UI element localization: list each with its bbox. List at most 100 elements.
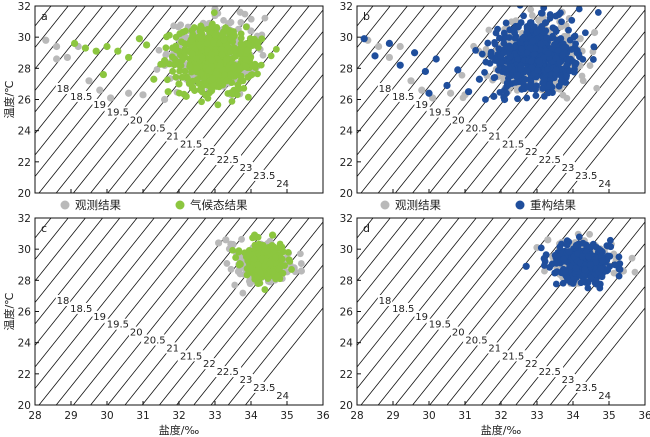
- data-point: [443, 81, 451, 90]
- data-point: [96, 86, 104, 94]
- data-point: [540, 254, 548, 263]
- data-point: [541, 267, 548, 275]
- data-point: [266, 259, 274, 267]
- data-point: [544, 49, 552, 57]
- data-point: [247, 15, 255, 23]
- data-point: [254, 70, 261, 78]
- data-point: [242, 23, 250, 31]
- isopycnal-line: [35, 6, 104, 92]
- isopycnal-line: [35, 218, 155, 368]
- isopycnal-label: 20.5: [143, 124, 165, 135]
- data-point: [261, 14, 269, 22]
- data-point: [237, 72, 245, 80]
- legend-label: 观测结果: [395, 198, 441, 212]
- data-point: [563, 241, 571, 249]
- isopycnal-line: [498, 221, 645, 405]
- x-tick-label: 28: [350, 410, 363, 422]
- isopycnal-label: 23: [562, 163, 575, 174]
- data-point: [523, 49, 531, 57]
- data-point: [526, 19, 534, 26]
- data-point: [550, 41, 558, 48]
- data-point: [502, 19, 510, 27]
- data-point: [475, 75, 483, 83]
- y-axis-label: 温度/℃: [2, 292, 16, 330]
- data-point: [259, 51, 267, 59]
- isopycnal-label: 22.5: [539, 155, 561, 166]
- isopycnal-line: [19, 145, 259, 437]
- isopycnal-label: 19: [93, 312, 106, 323]
- data-point: [213, 24, 221, 31]
- y-tick-label: 32: [18, 1, 31, 13]
- isopycnal-line: [377, 218, 529, 405]
- data-point: [582, 241, 590, 249]
- isopycnal-label: 23: [562, 375, 575, 386]
- isopycnal-label: 22.5: [217, 367, 239, 378]
- isopycnal-label: 18: [379, 84, 392, 95]
- isopycnal-lines: [35, 218, 323, 405]
- legend-label: 气候态结果: [190, 198, 248, 212]
- isopycnal-line: [35, 6, 138, 135]
- data-point: [512, 72, 520, 80]
- data-point: [538, 22, 546, 30]
- isopycnal-line: [158, 218, 310, 405]
- data-point: [244, 73, 252, 81]
- data-point: [574, 46, 581, 54]
- y-tick-label: 30: [340, 244, 353, 256]
- data-point: [171, 61, 178, 69]
- isopycnal-label: 18.5: [392, 92, 414, 103]
- data-point: [139, 91, 147, 99]
- data-point: [237, 40, 245, 48]
- isopycnal-line: [124, 218, 276, 405]
- data-point: [187, 36, 195, 44]
- data-point: [556, 243, 564, 251]
- data-point: [597, 265, 605, 273]
- data-point: [492, 29, 500, 37]
- isopycnal-label: 23.5: [253, 383, 275, 394]
- x-tick-label: 33: [208, 410, 221, 422]
- data-point: [552, 280, 560, 288]
- data-point: [572, 264, 580, 272]
- data-point: [500, 49, 508, 57]
- data-point: [279, 269, 287, 277]
- data-point: [204, 26, 211, 33]
- data-point: [575, 6, 583, 13]
- isopycnal-label: 18: [57, 84, 70, 95]
- data-point: [135, 35, 143, 43]
- data-point: [248, 42, 256, 50]
- data-point: [103, 42, 111, 51]
- x-tick-label: 32: [172, 410, 185, 422]
- x-tick-label: 32: [494, 410, 507, 422]
- isopycnal-line: [35, 218, 104, 304]
- isopycnal-line: [357, 218, 477, 368]
- data-point: [211, 32, 219, 40]
- data-point: [523, 94, 531, 102]
- data-point: [229, 38, 237, 46]
- y-tick-label: 32: [18, 213, 31, 225]
- isopycnal-line: [244, 95, 323, 193]
- data-point: [258, 35, 266, 43]
- data-point: [272, 45, 280, 53]
- data-point: [251, 231, 259, 239]
- data-point: [514, 95, 521, 103]
- panel-c: 1818.51919.52020.52121.52222.52323.524c2…: [2, 213, 330, 437]
- isopycnal-label: 18.5: [70, 92, 92, 103]
- data-point: [285, 256, 293, 264]
- data-point: [579, 56, 587, 63]
- data-point: [175, 61, 183, 69]
- panel-label: a: [41, 10, 48, 23]
- data-point: [207, 51, 215, 58]
- isopycnal-line: [35, 218, 172, 390]
- data-point: [552, 66, 560, 74]
- data-point: [421, 67, 429, 76]
- data-point: [487, 50, 495, 58]
- data-point: [465, 88, 473, 96]
- data-point: [107, 94, 115, 102]
- data-point: [150, 75, 158, 83]
- isopycnal-line: [549, 285, 645, 405]
- data-point: [210, 9, 218, 17]
- legend-marker: [60, 200, 70, 210]
- isopycnal-line: [360, 218, 512, 405]
- data-point: [527, 6, 535, 14]
- data-point: [611, 261, 619, 269]
- data-point: [514, 55, 521, 63]
